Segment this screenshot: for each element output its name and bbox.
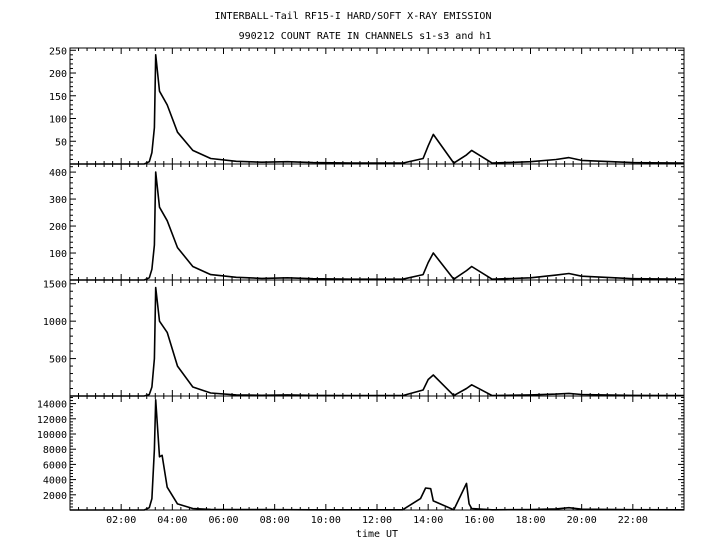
series-line-panel-4: [70, 398, 685, 511]
x-tick-label: 10:00: [311, 515, 341, 526]
y-tick-label: 6000: [43, 460, 67, 471]
y-tick-label: 200: [49, 69, 67, 80]
panel-2-frame: [69, 163, 685, 281]
y-tick-label: 4000: [43, 476, 67, 487]
y-tick-label: 200: [49, 222, 67, 233]
series-line-panel-1: [70, 53, 685, 165]
x-tick-label: 14:00: [413, 515, 443, 526]
series-line-panel-3: [70, 286, 685, 397]
y-tick-label: 14000: [37, 400, 67, 411]
x-tick-label: 08:00: [260, 515, 290, 526]
y-tick-label: 2000: [43, 491, 67, 502]
y-tick-label: 300: [49, 195, 67, 206]
x-tick-label: 12:00: [362, 515, 392, 526]
series-line-panel-2: [70, 171, 685, 281]
x-tick-label: 02:00: [106, 515, 136, 526]
y-tick-label: 250: [49, 46, 67, 57]
x-tick-label: 22:00: [618, 515, 648, 526]
panel-4-frame: [69, 395, 685, 511]
x-tick-label: 04:00: [157, 515, 187, 526]
panels-group: 50 100 150 200 250 100 200 300 400 500 1000 1500 200…: [37, 46, 685, 511]
y-tick-label: 8000: [43, 445, 67, 456]
x-axis-ticks: 02:00 04:00 06:00 08:00 10:00 12:00 14:00 16:00…: [106, 515, 648, 526]
y-tick-label: 150: [49, 92, 67, 103]
panel-3-frame: [69, 279, 685, 397]
x-tick-label: 18:00: [515, 515, 545, 526]
y-tick-label: 10000: [37, 430, 67, 441]
y-tick-label: 400: [49, 168, 67, 179]
y-tick-label: 500: [49, 355, 67, 366]
y-tick-label: 100: [49, 249, 67, 260]
y-tick-label: 50: [55, 137, 67, 148]
y-tick-label: 100: [49, 115, 67, 126]
panel-4: 2000 4000 6000 8000 10000 12000 14000: [37, 395, 685, 511]
x-tick-label: 20:00: [567, 515, 597, 526]
x-axis-label: time UT: [356, 529, 398, 540]
chart-subtitle: 990212 COUNT RATE IN CHANNELS s1-s3 and …: [239, 31, 492, 42]
panel-1: 50 100 150 200 250: [49, 46, 685, 165]
panel-3: 500 1000 1500: [43, 279, 685, 397]
y-tick-label: 1000: [43, 317, 67, 328]
panel-2: 100 200 300 400: [49, 163, 685, 281]
y-tick-label: 12000: [37, 415, 67, 426]
y-tick-label: 1500: [43, 280, 67, 291]
chart-title: INTERBALL-Tail RF15-I HARD/SOFT X-RAY EM…: [215, 11, 492, 22]
panel-1-frame: [69, 47, 685, 165]
x-tick-label: 16:00: [464, 515, 494, 526]
x-tick-label: 06:00: [208, 515, 238, 526]
